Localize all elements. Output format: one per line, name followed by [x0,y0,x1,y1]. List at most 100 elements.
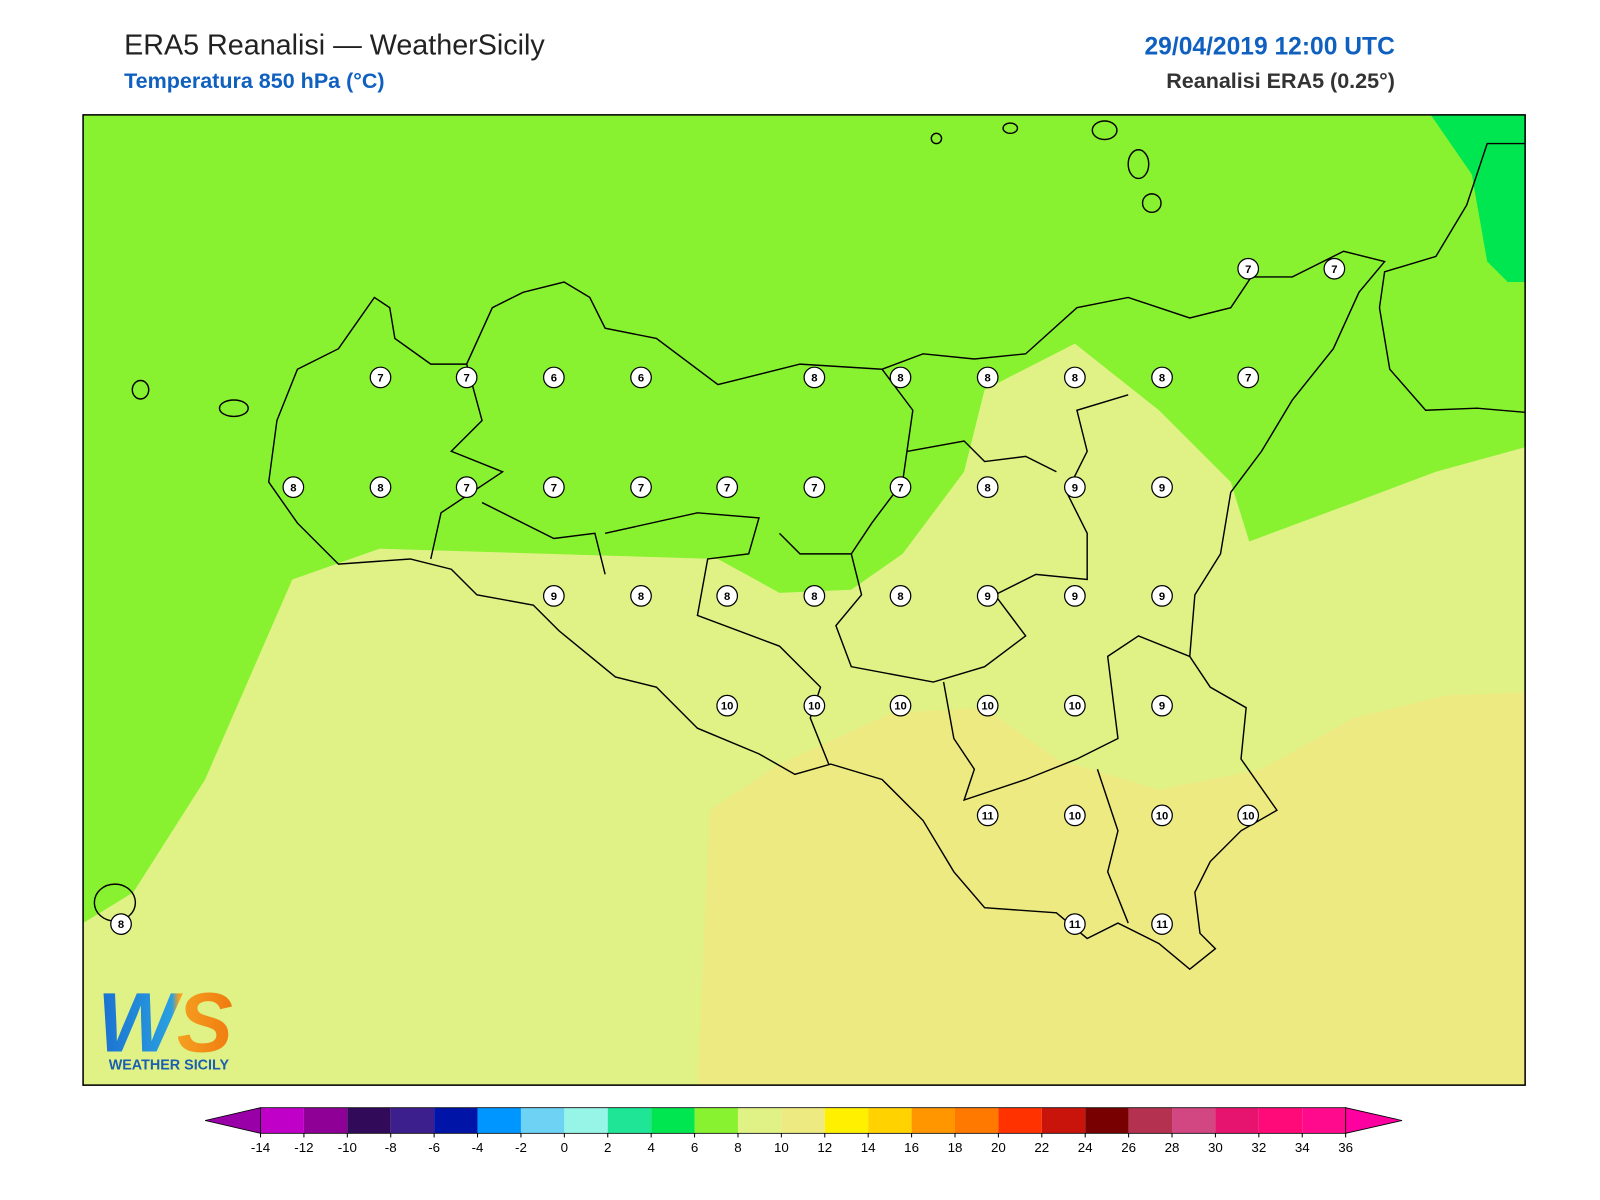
colorbar-over [1345,1107,1403,1134]
station-marker [716,585,739,607]
station-marker [369,366,392,389]
station-value: 8 [1159,373,1165,385]
colorbar-cell [1215,1107,1259,1134]
colorbar-tick-label: 34 [1295,1140,1310,1155]
colorbar-cell [260,1107,304,1134]
station-marker [889,585,912,607]
station-marker [1151,913,1173,935]
map-frame [82,114,1526,1086]
station-marker [1063,694,1086,717]
station-marker [716,476,739,499]
station-marker [1151,804,1173,827]
station-value: 7 [724,482,730,494]
station-marker [889,476,912,499]
station-value: 9 [1159,591,1165,603]
station-value: 9 [1072,482,1078,494]
colorbar-cell [434,1107,478,1134]
station-value: 8 [638,591,644,603]
colorbar-outline [260,1107,1347,1134]
station-marker [542,585,565,607]
colorbar-cell [954,1107,999,1134]
station-marker [803,694,826,717]
field-yellow [697,692,1526,1086]
station-value: 10 [721,701,734,713]
colorbar-tick-label: -2 [515,1140,527,1155]
station-marker [1151,476,1173,499]
island [1127,149,1150,180]
colorbar-tick-label: 18 [948,1140,963,1155]
station-marker [976,476,999,499]
station-value: 8 [985,373,991,385]
colorbar-tick-label: 6 [691,1140,698,1155]
station-marker [282,476,305,499]
station-value: 10 [1242,810,1255,822]
station-value: 6 [638,373,644,385]
station-value: 9 [1159,482,1165,494]
station-value: 8 [811,373,817,385]
colorbar-tick-label: 12 [817,1140,832,1155]
colorbar-tick-label: -6 [428,1140,440,1155]
colorbar-cell [477,1107,521,1134]
station-value: 8 [724,591,730,603]
colorbar-cell [998,1107,1042,1134]
source: Reanalisi ERA5 (0.25°) [1166,69,1395,93]
datetime: 29/04/2019 12:00 UTC [1144,33,1395,60]
station-marker [630,585,652,607]
station-marker [803,366,826,389]
station-value: 8 [1072,373,1078,385]
colorbar-tick-label: -8 [385,1140,397,1155]
station-marker [630,476,652,499]
station-marker [889,366,912,389]
station-value: 7 [638,482,644,494]
station-marker [455,366,478,389]
station-value: 11 [982,810,994,822]
colorbar-cell [824,1107,869,1134]
station-value: 8 [985,482,991,494]
station-marker [1151,694,1173,717]
colorbar-tick-label: 10 [774,1140,789,1155]
colorbar-tick-label: -12 [294,1140,313,1155]
station-value: 10 [981,701,994,713]
colorbar-cell [694,1107,738,1134]
colorbar-tick-label: 14 [861,1140,876,1155]
colorbar-cell [1085,1107,1129,1134]
colorbar-cell [651,1107,695,1134]
station-marker [976,366,999,389]
colorbar: -14 -12 -10 -8 -6 -4 -2 0 2 4 6 8 10 12 14 16 18 20 22 24 26… [205,1107,1403,1155]
station-marker [455,476,478,499]
station-marker [1063,366,1086,389]
station-marker [803,585,826,607]
station-value: 7 [1245,373,1251,385]
colorbar-tick-label: -4 [472,1140,484,1155]
station-value: 11 [1156,919,1168,931]
calabria-coast [1378,142,1526,414]
station-value: 9 [1159,701,1165,713]
colorbar-tick-label: 16 [904,1140,919,1155]
station-value: 7 [464,482,470,494]
colorbar-tick-label: 8 [734,1140,741,1155]
colorbar-tick-label: 30 [1208,1140,1223,1155]
logo: WS WEATHER SICILY [97,975,232,1073]
station-value: 10 [1156,810,1169,822]
colorbar-tick-label: 4 [647,1140,655,1155]
colorbar-cell [1172,1107,1216,1134]
colorbar-cell [1258,1107,1303,1134]
colorbar-cell [607,1107,652,1134]
colorbar-tick-label: 0 [561,1140,568,1155]
station-value: 7 [897,482,903,494]
colorbar-cell [911,1107,955,1134]
island [1091,120,1118,141]
island [1002,122,1019,135]
station-marker [542,476,565,499]
colorbar-tick-label: 22 [1034,1140,1049,1155]
colorbar-cell [564,1107,608,1134]
station-value: 7 [551,482,557,494]
station-marker [1151,366,1173,389]
station-marker [1063,804,1086,827]
station-marker [976,585,999,607]
station-marker [110,913,132,935]
station-marker [1237,257,1260,280]
station-marker [1063,476,1086,499]
station-value: 9 [1072,591,1078,603]
station-marker [976,804,999,827]
